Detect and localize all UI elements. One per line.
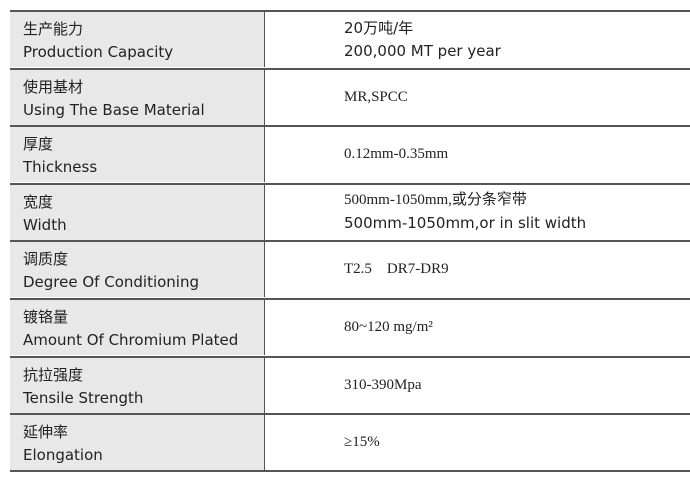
value-cell: 20万吨/年 200,000 MT per year <box>265 12 690 67</box>
label-cn: 镀铬量 <box>23 308 69 326</box>
label-en: Degree Of Conditioning <box>23 273 199 292</box>
label-cell: 使用基材 Using The Base Material <box>10 69 265 125</box>
value-text: 200,000 MT per year <box>344 41 501 60</box>
label-cell: 调质度 Degree Of Conditioning <box>10 242 265 298</box>
value-text: 20万吨/年 <box>344 18 414 37</box>
label-cell: 镀铬量 Amount Of Chromium Plated <box>10 300 265 355</box>
label-en: Tensile Strength <box>23 388 144 407</box>
table-row: 延伸率 Elongation ≥15% <box>10 413 690 473</box>
label-cn: 使用基材 <box>23 77 84 96</box>
label-cell: 宽度 Width <box>10 184 265 240</box>
value-cell: T2.5 DR7-DR9 <box>265 242 690 297</box>
label-cn: 厚度 <box>23 135 54 154</box>
value-cell: 0.12mm-0.35mm <box>265 127 690 182</box>
label-cell: 厚度 Thickness <box>10 127 265 183</box>
table-row: 抗拉强度 Tensile Strength 310-390Mpa <box>10 355 690 413</box>
label-cn: 抗拉强度 <box>23 365 84 384</box>
label-cell: 延伸率 Elongation <box>10 415 265 471</box>
table-row: 使用基材 Using The Base Material MR,SPCC <box>10 67 690 125</box>
table-row: 生产能力 Production Capacity 20万吨/年 200,000 MT … <box>10 10 690 67</box>
label-cn: 延伸率 <box>23 423 69 442</box>
value-text: 500mm-1050mm,或分条窄带 <box>344 192 527 209</box>
label-cell: 生产能力 Production Capacity <box>10 12 265 67</box>
value-cell: 80~120 mg/m² <box>265 300 690 355</box>
label-en: Using The Base Material <box>23 100 205 119</box>
value-cell: ≥15% <box>265 415 690 470</box>
table-row: 宽度 Width 500mm-1050mm,或分条窄带 500mm-1050mm,or… <box>10 182 690 240</box>
label-en: Production Capacity <box>23 43 174 61</box>
label-cn: 宽度 <box>23 192 54 211</box>
value-cell: MR,SPCC <box>265 70 690 125</box>
label-cn: 生产能力 <box>23 20 84 38</box>
table-row: 厚度 Thickness 0.12mm-0.35mm <box>10 125 690 183</box>
value-text: ≥15% <box>344 434 380 451</box>
label-cell: 抗拉强度 Tensile Strength <box>10 357 265 413</box>
table-row: 镀铬量 Amount Of Chromium Plated 80~120 mg/m² <box>10 298 690 355</box>
value-text: T2.5 DR7-DR9 <box>344 261 449 278</box>
value-cell: 500mm-1050mm,或分条窄带 500mm-1050mm,or in sli… <box>265 185 690 240</box>
label-en: Width <box>23 215 67 234</box>
value-text: 80~120 mg/m² <box>344 319 433 335</box>
label-en: Amount Of Chromium Plated <box>23 331 239 349</box>
value-cell: 310-390Mpa <box>265 358 690 413</box>
label-cn: 调质度 <box>23 250 69 269</box>
label-en: Thickness <box>23 158 98 177</box>
value-text: 500mm-1050mm,or in slit width <box>344 214 587 233</box>
value-text: MR,SPCC <box>344 88 408 105</box>
label-en: Elongation <box>23 446 103 465</box>
table-row: 调质度 Degree Of Conditioning T2.5 DR7-DR9 <box>10 240 690 298</box>
value-text: 0.12mm-0.35mm <box>344 146 449 163</box>
value-text: 310-390Mpa <box>344 376 422 393</box>
